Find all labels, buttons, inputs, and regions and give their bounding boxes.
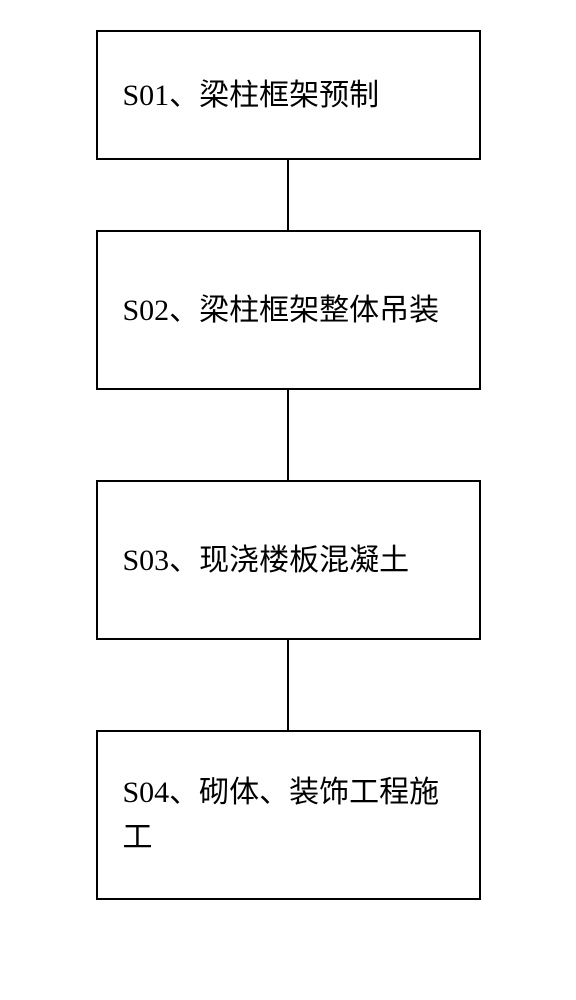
flowchart-connector — [287, 390, 289, 480]
flowchart-node-s04: S04、砌体、装饰工程施工 — [96, 730, 481, 900]
flowchart-container: S01、梁柱框架预制 S02、梁柱框架整体吊装 S03、现浇楼板混凝土 S04、… — [96, 30, 481, 900]
node-label: S04、砌体、装饰工程施工 — [123, 770, 454, 860]
flowchart-connector — [287, 160, 289, 230]
flowchart-node-s01: S01、梁柱框架预制 — [96, 30, 481, 160]
flowchart-connector — [287, 640, 289, 730]
node-label: S02、梁柱框架整体吊装 — [123, 288, 440, 333]
node-label: S01、梁柱框架预制 — [123, 73, 380, 118]
node-label: S03、现浇楼板混凝土 — [123, 538, 410, 583]
flowchart-node-s02: S02、梁柱框架整体吊装 — [96, 230, 481, 390]
flowchart-node-s03: S03、现浇楼板混凝土 — [96, 480, 481, 640]
